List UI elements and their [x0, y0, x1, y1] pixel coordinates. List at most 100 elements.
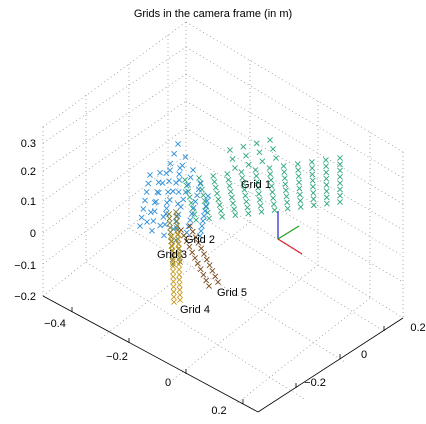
- box-axes: [42, 295, 404, 413]
- grid-1-point: [281, 175, 288, 182]
- grid-5-point: [209, 267, 216, 274]
- grid-1-point: [224, 171, 231, 177]
- grid-1-point: [323, 163, 329, 170]
- grid-2-point: [203, 203, 209, 209]
- grid-1-point: [255, 185, 261, 191]
- grid-1-point: [270, 146, 276, 152]
- grid-1-point: [295, 173, 302, 180]
- grid-2-point: [162, 221, 168, 228]
- grid-5-point: [192, 234, 199, 241]
- grid-4-point: [175, 256, 182, 263]
- y-axis-ticks: −0.2 0 0.2: [304, 322, 426, 389]
- grid-2-point: [195, 186, 202, 193]
- grid-1-point: [217, 207, 224, 214]
- grid-5-point: [198, 245, 205, 252]
- grid-2-point: [185, 223, 192, 230]
- grid-3-point: [166, 215, 173, 222]
- grid-1-point: [322, 157, 329, 163]
- grid-5-point: [186, 243, 193, 250]
- grid-2-point: [163, 205, 170, 212]
- grid-2-point: [157, 169, 163, 176]
- grid-2-point: [187, 217, 194, 224]
- grid-4-point: [175, 251, 182, 258]
- grid-2-point: [142, 197, 148, 204]
- grid-1-point: [323, 194, 330, 201]
- grid-5-point: [189, 228, 196, 235]
- grid-2-point: [175, 201, 181, 207]
- grid-5-point: [215, 279, 221, 285]
- grid-3-point: [167, 224, 174, 231]
- grid-5-point: [180, 232, 187, 239]
- grid-5-point: [183, 238, 190, 245]
- grid-3-label: Grid 3: [157, 249, 187, 261]
- grid-1-point: [188, 199, 195, 206]
- grid-1-point: [337, 199, 343, 205]
- grid-2-point: [169, 188, 176, 195]
- grid-labels: Grid 1 Grid 2 Grid 3 Grid 4 Grid 5: [157, 179, 271, 316]
- grid-1-point: [297, 197, 304, 204]
- grid-1-point: [337, 186, 343, 193]
- grid-4-label: Grid 4: [180, 304, 210, 316]
- grid-4-point: [175, 241, 182, 248]
- x-tick-label: 0.2: [211, 405, 226, 417]
- grid-1-point: [281, 169, 288, 175]
- grid-3-point: [173, 209, 179, 215]
- grid-1-point: [284, 199, 290, 206]
- grid-1-point: [201, 198, 208, 204]
- grid-1-point: [216, 202, 223, 209]
- grid-1-point: [337, 161, 343, 168]
- grid-4-point: [169, 258, 176, 265]
- z-tick-label: −0.1: [14, 260, 36, 272]
- grid-1-point: [244, 204, 251, 211]
- grid-4-point: [169, 238, 176, 244]
- grid-4-point: [170, 273, 177, 280]
- grid-2-point: [160, 214, 167, 220]
- grid-5-point: [206, 262, 213, 269]
- grid-1-point: [245, 161, 252, 168]
- grid-1-point: [296, 191, 303, 198]
- grid-1-point: [283, 193, 290, 200]
- y-tick-label: −0.2: [304, 377, 326, 389]
- grid-5-point: [212, 273, 219, 280]
- grid-5-point: [200, 271, 207, 278]
- grid-1-point: [228, 194, 235, 201]
- grid-2-point: [144, 219, 150, 225]
- grid-1-point: [232, 165, 238, 171]
- z-tick-label: 0.3: [21, 138, 36, 150]
- grid-4-point: [176, 271, 183, 278]
- grid-1-point: [337, 155, 343, 161]
- grid-5-point: [178, 227, 184, 233]
- grid-4-point: [176, 276, 183, 283]
- grid-2-point: [167, 167, 173, 174]
- grid-1-point: [241, 186, 248, 193]
- grid-3-point: [166, 220, 173, 227]
- grid-1-point: [323, 169, 330, 176]
- grid-1-point: [309, 171, 316, 178]
- grid-3-point: [168, 238, 175, 245]
- grid-1-point: [242, 192, 249, 199]
- camera-x-axis: [277, 238, 303, 255]
- grid-2-point: [138, 214, 145, 221]
- z-tick-label: −0.2: [14, 291, 36, 303]
- grid-1-point: [229, 156, 236, 162]
- grid-2-point: [180, 196, 187, 203]
- grid-4-point: [171, 299, 177, 305]
- grid-1-point: [256, 149, 263, 156]
- grid-2-point: [204, 198, 210, 204]
- grid-2-point: [154, 189, 161, 195]
- grid-1-point: [200, 192, 207, 199]
- grid-5-point: [197, 266, 204, 273]
- grid-3-point: [173, 213, 180, 220]
- grid-1-point: [232, 212, 239, 219]
- chart-title: Grids in the camera frame (in m): [134, 8, 292, 20]
- grid-1-point: [283, 187, 289, 194]
- grid-1-point: [295, 167, 302, 174]
- grid-1-point: [309, 177, 316, 184]
- grid-5-point: [195, 239, 202, 246]
- grid-2-point: [171, 150, 178, 157]
- grid-1-point: [255, 190, 262, 197]
- grid-2-point: [164, 199, 170, 206]
- grid-1-point: [238, 169, 245, 175]
- grid-1-point: [219, 213, 226, 220]
